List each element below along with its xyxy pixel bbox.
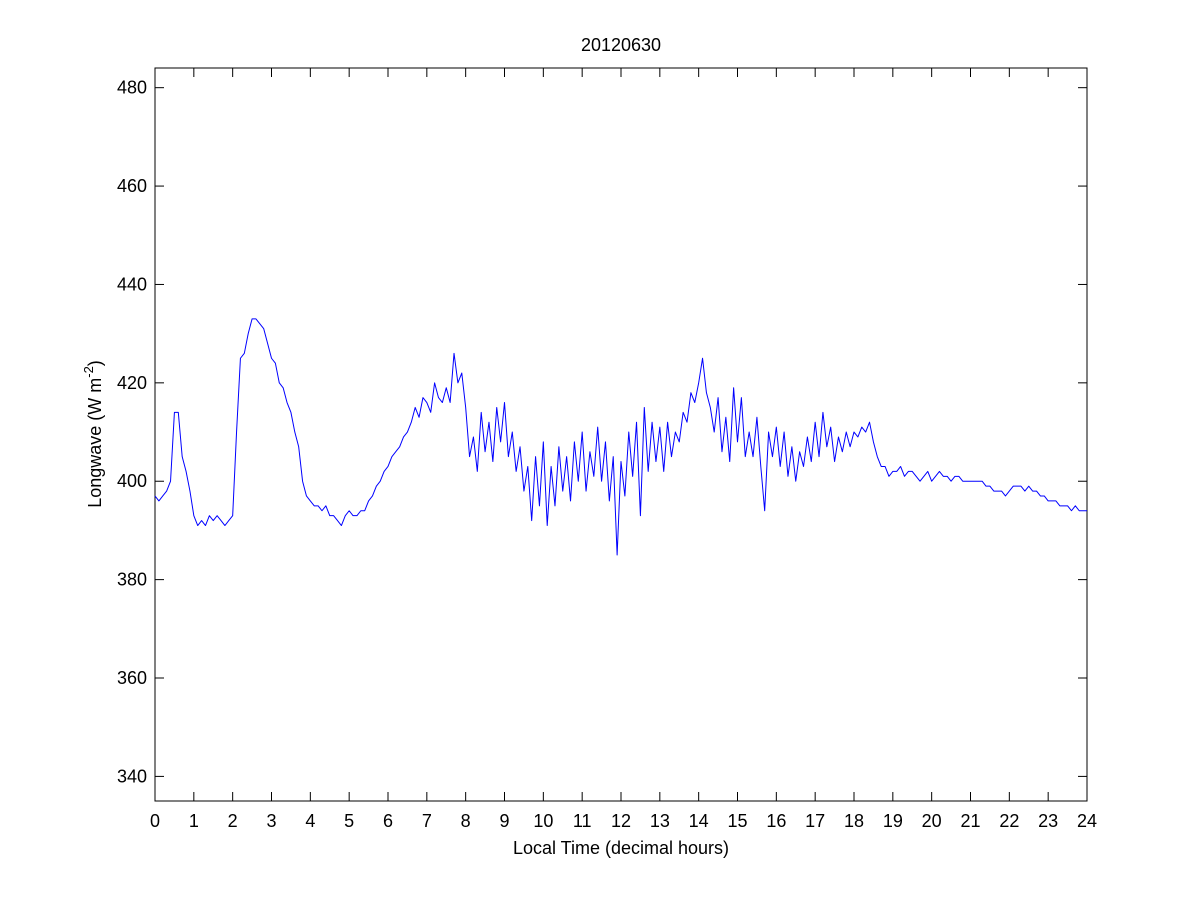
x-tick-label: 9 [499,811,509,831]
x-tick-label: 20 [922,811,942,831]
y-tick-label: 340 [117,766,147,786]
y-axis-label: Longwave (W m-2) [81,360,105,508]
y-axis-label-exponent: -2 [81,366,96,378]
y-tick-label: 360 [117,668,147,688]
y-tick-label: 440 [117,274,147,294]
x-tick-label: 24 [1077,811,1097,831]
x-axis-label: Local Time (decimal hours) [513,838,729,858]
x-tick-label: 16 [766,811,786,831]
y-axis-label-close: ) [85,360,105,366]
x-tick-label: 18 [844,811,864,831]
y-axis-label-text: Longwave (W m [85,378,105,508]
y-tick-label: 460 [117,176,147,196]
data-line [154,318,1087,556]
x-tick-label: 22 [999,811,1019,831]
x-tick-label: 8 [461,811,471,831]
x-tick-label: 1 [189,811,199,831]
y-tick-label: 380 [117,570,147,590]
x-tick-label: 3 [266,811,276,831]
x-tick-label: 0 [150,811,160,831]
x-tick-label: 11 [573,811,592,831]
chart-title: 20120630 [581,35,661,55]
x-tick-label: 15 [727,811,747,831]
x-tick-label: 12 [611,811,631,831]
x-tick-label: 19 [883,811,903,831]
x-tick-label: 4 [305,811,315,831]
y-tick-label: 420 [117,373,147,393]
x-tick-label: 14 [689,811,709,831]
y-tick-label: 400 [117,471,147,491]
x-tick-label: 2 [228,811,238,831]
x-tick-label: 7 [422,811,432,831]
x-tick-label: 21 [960,811,980,831]
x-tick-label: 17 [805,811,825,831]
y-tick-label: 480 [117,78,147,98]
x-tick-label: 10 [533,811,553,831]
x-tick-label: 23 [1038,811,1058,831]
x-tick-label: 5 [344,811,354,831]
x-tick-label: 6 [383,811,393,831]
x-tick-label: 13 [650,811,670,831]
